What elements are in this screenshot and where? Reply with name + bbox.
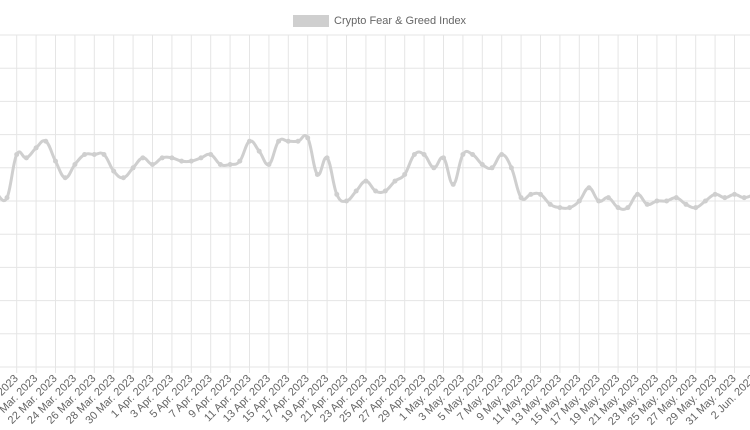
- data-point: [53, 158, 58, 164]
- data-point: [712, 191, 718, 197]
- data-point: [150, 161, 155, 167]
- data-point: [508, 165, 514, 171]
- data-point: [392, 178, 398, 184]
- data-point: [654, 198, 660, 204]
- data-point: [237, 158, 243, 164]
- data-point: [188, 158, 194, 164]
- data-point: [421, 152, 427, 158]
- data-point: [295, 138, 301, 144]
- data-point: [363, 178, 369, 184]
- data-point: [489, 165, 495, 171]
- data-point: [179, 158, 185, 164]
- data-point: [460, 152, 466, 158]
- data-point: [586, 185, 592, 191]
- data-point: [538, 191, 543, 197]
- data-point: [111, 168, 117, 174]
- data-point: [334, 191, 340, 197]
- data-point: [499, 152, 505, 158]
- data-point: [130, 165, 136, 171]
- data-point: [14, 152, 20, 158]
- data-point: [62, 175, 68, 181]
- data-point: [276, 138, 282, 144]
- data-point: [101, 152, 107, 158]
- data-point: [285, 138, 291, 144]
- data-point: [673, 195, 679, 201]
- data-point: [227, 161, 233, 167]
- data-point: [528, 191, 534, 197]
- data-point: [91, 152, 97, 158]
- data-point: [732, 191, 737, 197]
- data-point: [470, 152, 476, 158]
- legend-label[interactable]: Crypto Fear & Greed Index: [334, 15, 467, 27]
- data-point: [431, 165, 437, 171]
- data-point: [596, 198, 602, 204]
- data-point: [411, 152, 417, 158]
- data-point: [198, 155, 204, 161]
- data-point: [256, 148, 262, 154]
- data-point: [373, 188, 379, 194]
- data-point: [576, 198, 582, 204]
- data-point: [557, 205, 563, 211]
- data-point: [567, 205, 573, 211]
- data-point: [140, 155, 146, 161]
- data-point: [664, 198, 670, 204]
- data-point: [683, 201, 689, 207]
- data-point: [120, 175, 126, 181]
- data-point: [402, 171, 408, 177]
- data-point: [324, 155, 330, 161]
- data-point: [4, 195, 10, 201]
- data-point: [344, 198, 349, 204]
- legend-swatch[interactable]: [293, 15, 329, 27]
- data-point: [353, 188, 359, 194]
- data-point: [23, 155, 29, 161]
- data-point: [450, 181, 456, 187]
- data-point: [722, 195, 728, 201]
- data-point: [625, 205, 631, 211]
- data-point: [208, 152, 214, 158]
- data-point: [159, 155, 165, 161]
- data-point: [314, 171, 320, 177]
- data-point: [217, 161, 223, 167]
- data-point: [72, 161, 78, 167]
- data-point: [615, 205, 621, 211]
- data-point: [644, 201, 650, 207]
- data-point: [169, 155, 175, 161]
- data-point: [635, 191, 640, 197]
- data-point: [247, 138, 252, 144]
- data-point: [702, 198, 708, 204]
- data-point: [82, 152, 88, 158]
- data-point: [441, 155, 446, 161]
- data-point: [547, 201, 553, 207]
- data-point: [693, 205, 699, 211]
- data-point: [518, 195, 524, 201]
- data-point: [305, 135, 311, 141]
- data-point: [479, 161, 485, 167]
- data-point: [382, 188, 388, 194]
- data-point: [43, 138, 49, 144]
- data-point: [33, 145, 39, 151]
- data-point: [605, 195, 611, 201]
- data-point: [741, 195, 747, 201]
- data-point: [266, 161, 272, 167]
